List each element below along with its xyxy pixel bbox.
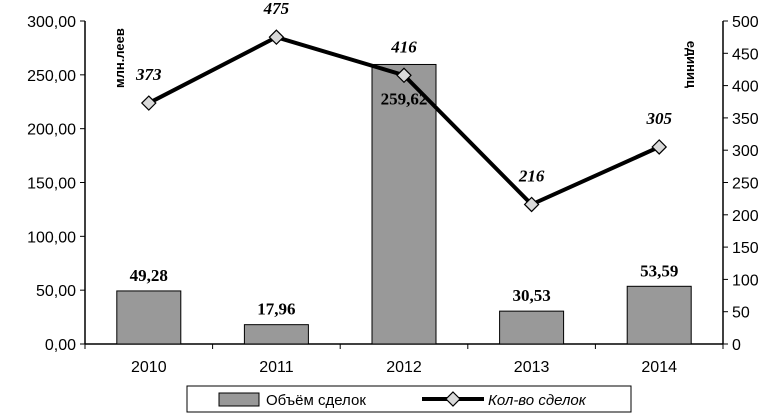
- x-tick-label: 2013: [514, 359, 550, 376]
- line-point: [396, 67, 412, 84]
- y-right-tick-label: 400: [732, 79, 759, 96]
- line-value-label: 305: [645, 109, 672, 128]
- x-tick-label: 2010: [131, 359, 167, 376]
- y-left-axis-title: млн.леев: [112, 28, 127, 88]
- line-value-label: 475: [263, 0, 290, 18]
- bar: [243, 324, 309, 345]
- y-right-tick-label: 100: [732, 272, 759, 289]
- bar-value-label: 259,62: [381, 89, 428, 108]
- line-point: [268, 29, 285, 45]
- y-right-tick-label: 50: [732, 305, 750, 322]
- y-left-tick-label: 200,00: [27, 122, 76, 139]
- y-left-tick-label: 100,00: [27, 229, 76, 246]
- y-right-tick-label: 300: [732, 143, 759, 160]
- y-left-tick-label: 50,00: [36, 283, 76, 300]
- data-labels: 49,28 17,96 259,62 30,53 53,59 373 475 416 216 30…: [130, 0, 679, 319]
- line-series: [140, 29, 668, 213]
- bar: [371, 63, 437, 345]
- y-right-tick-label: 450: [732, 46, 759, 63]
- x-tick-label: 2011: [259, 359, 294, 376]
- y-left-tick-label: 300,00: [27, 14, 76, 31]
- line-point: [140, 95, 157, 111]
- line-point: [523, 196, 540, 213]
- legend-bar-swatch: [218, 392, 260, 407]
- y-left-tick-label: 150,00: [27, 176, 76, 193]
- bar: [626, 285, 692, 345]
- axes: 0,00 50,00 100,00 150,00 200,00 250,00 300,00 0…: [27, 14, 759, 376]
- legend-box: [186, 385, 632, 413]
- bar-value-label: 30,53: [512, 286, 550, 305]
- y-right-tick-label: 350: [732, 111, 759, 128]
- bar-value-label: 53,59: [640, 261, 678, 280]
- line-point: [651, 139, 668, 155]
- y-right-tick-label: 200: [732, 208, 759, 225]
- legend-line-label: Кол-во сделок: [488, 392, 587, 409]
- y-right-tick-label: 250: [732, 176, 759, 193]
- y-left-tick-label: 250,00: [27, 68, 76, 85]
- x-tick-label: 2014: [641, 359, 677, 376]
- line-value-label: 416: [390, 37, 417, 56]
- bar: [116, 290, 182, 345]
- y-right-tick-label: 500: [732, 14, 759, 31]
- bar-value-label: 17,96: [257, 300, 295, 319]
- line-value-label: 373: [135, 65, 162, 84]
- y-left-tick-label: 0,00: [45, 337, 76, 354]
- legend-bar-label: Объём сделок: [266, 392, 366, 409]
- legend-diamond-marker: [445, 391, 461, 407]
- x-tick-label: 2012: [386, 359, 422, 376]
- y-right-tick-label: 150: [732, 240, 759, 257]
- bar: [499, 310, 565, 345]
- bar-value-label: 49,28: [130, 266, 168, 285]
- y-right-tick-label: 0: [732, 337, 741, 354]
- legend: Объём сделок Кол-во сделок: [186, 385, 632, 413]
- line-value-label: 216: [518, 166, 545, 185]
- y-right-axis-title: единиц: [684, 41, 699, 88]
- bars: [116, 63, 692, 345]
